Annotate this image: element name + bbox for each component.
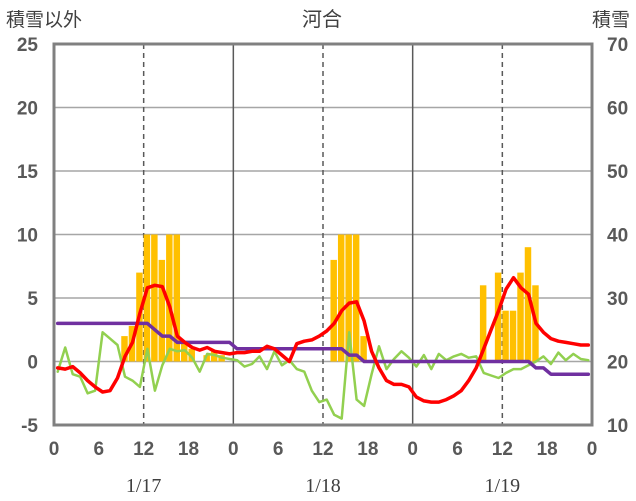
x-tick-labels: 0 6 12 18 0 6 12 18 0 6 12 18 0	[49, 439, 598, 460]
y-left-tick: 20	[17, 99, 38, 120]
y-left-tick: -5	[21, 416, 38, 437]
y-right-tick: 50	[607, 162, 628, 183]
y-left-tick: 5	[27, 289, 38, 310]
precip-bar	[352, 234, 360, 362]
y-right-tick: 60	[607, 99, 628, 120]
x-hour-tick: 0	[407, 439, 418, 460]
x-hour-tick: 18	[357, 439, 378, 460]
precip-bar	[360, 336, 367, 362]
red-line	[55, 275, 591, 404]
precip-bar	[524, 247, 532, 362]
x-hour-tick: 12	[312, 439, 333, 460]
x-hour-tick: 18	[537, 439, 558, 460]
y-left-tick: 0	[27, 353, 38, 374]
precip-bar	[494, 272, 502, 362]
grid-lines	[54, 44, 592, 425]
y-left-tick: 15	[17, 162, 39, 183]
precip-bar	[143, 234, 151, 362]
precip-bar	[345, 234, 352, 362]
day-label: 1/18	[305, 475, 341, 497]
precip-bar	[173, 234, 181, 362]
x-hour-tick: 0	[587, 439, 598, 460]
x-hour-tick: 12	[492, 439, 513, 460]
precip-bar	[210, 351, 218, 362]
precip-bar	[517, 272, 524, 362]
x-hour-tick: 12	[133, 439, 154, 460]
precip-bar	[502, 310, 509, 362]
y-right-tick: 70	[607, 35, 628, 56]
right-axis-caption: 積雪	[592, 9, 630, 31]
precip-bar	[121, 336, 128, 362]
x-hour-tick: 6	[94, 439, 105, 460]
y-right-tick: 10	[607, 416, 628, 437]
precip-bar	[166, 234, 173, 362]
left-axis-caption: 積雪以外	[6, 9, 82, 31]
green-line	[56, 331, 590, 420]
y-right-tick: 40	[607, 226, 628, 247]
plot-frame	[52, 42, 594, 427]
x-hour-tick: 18	[178, 439, 199, 460]
x-hour-tick: 6	[273, 439, 284, 460]
x-hour-tick: 6	[452, 439, 463, 460]
day-label: 1/19	[485, 475, 521, 497]
y-left-tick-labels: 25 20 15 10 5 0 -5	[17, 35, 39, 437]
x-hour-tick: 0	[49, 439, 60, 460]
purple-line	[55, 321, 591, 376]
y-right-tick: 20	[607, 353, 628, 374]
y-right-tick-labels: 70 60 50 40 30 20 10	[607, 35, 628, 437]
line-series	[55, 275, 591, 420]
day-labels: 1/17 1/18 1/19	[126, 475, 520, 497]
y-left-tick: 25	[17, 35, 39, 56]
y-left-tick: 10	[17, 226, 38, 247]
precip-bar	[151, 234, 158, 362]
y-right-tick: 30	[607, 289, 628, 310]
precip-bar	[181, 342, 188, 362]
day-label: 1/17	[126, 475, 162, 497]
precip-bar	[337, 234, 345, 362]
chart-title: 河合	[302, 8, 342, 31]
precip-bar	[479, 285, 487, 362]
precip-bar	[509, 310, 517, 362]
precip-bar	[188, 348, 195, 362]
precip-bar	[158, 259, 166, 362]
x-hour-tick: 0	[228, 439, 239, 460]
precip-bar	[330, 259, 337, 362]
